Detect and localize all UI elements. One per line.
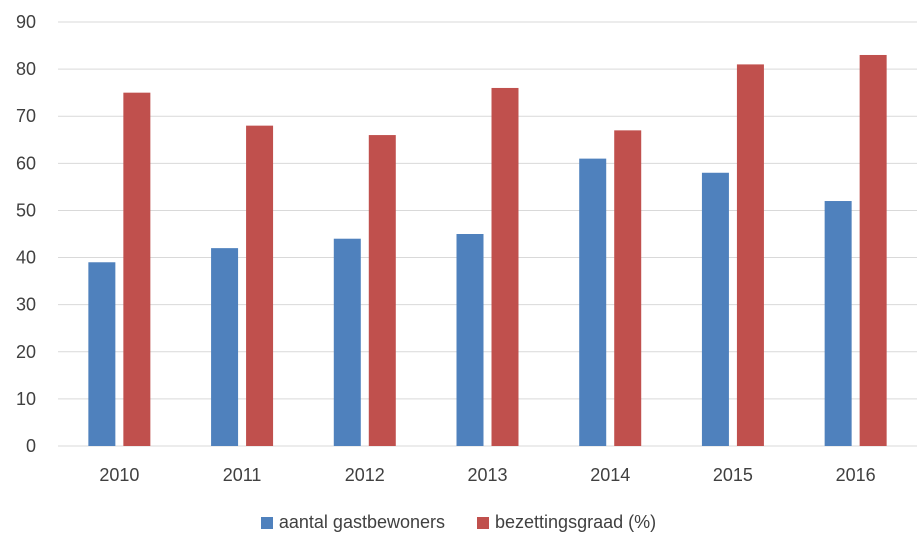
bar-series-0-2013	[456, 234, 484, 446]
legend-item-series-1: bezettingsgraad (%)	[477, 512, 656, 533]
y-tick-label-60: 60	[16, 153, 36, 173]
bar-series-1-2015	[736, 64, 764, 447]
x-tick-label-2010: 2010	[99, 465, 139, 485]
x-tick-label-2013: 2013	[467, 465, 507, 485]
x-tick-label-2015: 2015	[713, 465, 753, 485]
y-tick-label-50: 50	[16, 200, 36, 220]
y-tick-label-30: 30	[16, 295, 36, 315]
x-tick-label-2012: 2012	[345, 465, 385, 485]
y-tick-label-70: 70	[16, 106, 36, 126]
bar-series-0-2012	[333, 238, 361, 446]
bar-series-0-2010	[88, 262, 116, 446]
y-tick-label-20: 20	[16, 342, 36, 362]
legend-swatch-series-1	[477, 516, 490, 529]
legend-item-series-0: aantal gastbewoners	[260, 512, 446, 533]
bar-series-0-2011	[211, 248, 239, 446]
bar-series-1-2012	[368, 135, 396, 447]
y-tick-label-40: 40	[16, 248, 36, 268]
x-tick-label-2014: 2014	[590, 465, 630, 485]
x-tick-label-2011: 2011	[223, 465, 262, 485]
y-tick-label-80: 80	[16, 59, 36, 79]
bar-series-0-2016	[824, 201, 852, 446]
x-tick-label-2016: 2016	[836, 465, 876, 485]
bar-series-1-2016	[859, 54, 887, 446]
bar-series-1-2013	[491, 87, 519, 446]
bar-series-1-2011	[246, 125, 274, 447]
y-tick-label-0: 0	[26, 436, 36, 456]
bar-series-0-2015	[701, 172, 729, 446]
legend-swatch-series-0	[260, 516, 273, 529]
legend-label-series-0: aantal gastbewoners	[278, 512, 446, 532]
legend: aantal gastbewoners bezettingsgraad (%)	[0, 512, 917, 533]
legend-label-series-1: bezettingsgraad (%)	[495, 512, 657, 532]
y-tick-label-10: 10	[16, 389, 36, 409]
bar-series-1-2014	[614, 130, 642, 446]
y-tick-label-90: 90	[16, 12, 36, 32]
bar-series-0-2014	[579, 158, 607, 446]
bar-series-1-2010	[123, 92, 151, 447]
